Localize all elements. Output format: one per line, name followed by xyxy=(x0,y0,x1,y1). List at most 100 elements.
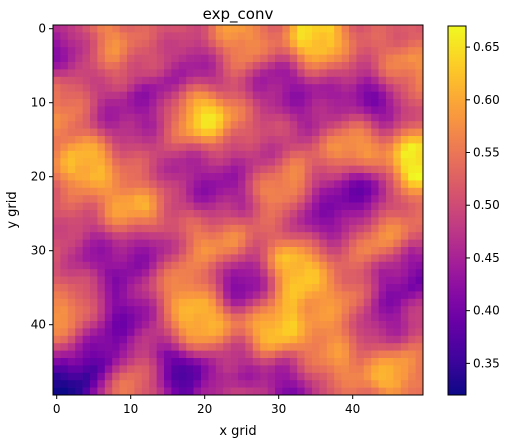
heatmap-cell xyxy=(134,247,143,255)
heatmap-cell xyxy=(260,195,268,203)
heatmap-cell xyxy=(408,76,416,85)
heatmap-cell xyxy=(386,372,394,381)
heatmap-cell xyxy=(245,84,254,92)
heatmap-cell xyxy=(304,358,313,366)
heatmap-cell xyxy=(252,387,261,396)
heatmap-cell xyxy=(208,247,217,255)
heatmap-cell xyxy=(334,358,342,366)
heatmap-cell xyxy=(378,210,387,218)
heatmap-cell xyxy=(386,69,394,78)
heatmap-cell xyxy=(119,210,128,218)
heatmap-cell xyxy=(304,113,313,122)
heatmap-cell xyxy=(297,328,305,337)
heatmap-cell xyxy=(282,173,291,181)
heatmap-cell xyxy=(112,313,120,322)
heatmap-cell xyxy=(119,69,128,78)
heatmap-cell xyxy=(208,358,217,366)
heatmap-cell xyxy=(238,291,246,300)
heatmap-cell xyxy=(267,202,276,211)
heatmap-cell xyxy=(178,291,187,300)
heatmap-cell xyxy=(289,365,298,374)
heatmap-cell xyxy=(349,158,357,166)
heatmap-cell xyxy=(230,150,239,159)
heatmap-cell xyxy=(275,358,283,366)
heatmap-cell xyxy=(260,372,268,381)
heatmap-cell xyxy=(67,121,76,129)
heatmap-cell xyxy=(90,106,98,115)
heatmap-cell xyxy=(156,47,165,55)
heatmap-cell xyxy=(178,106,187,115)
heatmap-cell xyxy=(415,387,424,396)
heatmap-cell xyxy=(341,32,350,41)
heatmap-cell xyxy=(238,247,246,255)
heatmap-cell xyxy=(356,187,365,196)
heatmap-cell xyxy=(267,173,276,181)
heatmap-cell xyxy=(134,387,143,396)
heatmap-cell xyxy=(112,291,120,300)
heatmap-cell xyxy=(134,335,143,344)
heatmap-cell xyxy=(127,173,135,181)
heatmap-cell xyxy=(363,158,372,166)
heatmap-cell xyxy=(386,380,394,388)
heatmap-cell xyxy=(260,313,268,322)
heatmap-cell xyxy=(282,187,291,196)
heatmap-cell xyxy=(97,76,106,85)
heatmap-cell xyxy=(378,247,387,255)
heatmap-cell xyxy=(112,284,120,292)
heatmap-cell xyxy=(171,358,180,366)
heatmap-cell xyxy=(245,284,254,292)
heatmap-cell xyxy=(90,387,98,396)
heatmap-cell xyxy=(156,217,165,226)
heatmap-cell xyxy=(186,39,194,48)
heatmap-cell xyxy=(97,143,106,152)
heatmap-cell xyxy=(90,232,98,240)
heatmap-cell xyxy=(408,62,416,70)
heatmap-cell xyxy=(349,69,357,78)
heatmap-cell xyxy=(119,232,128,240)
heatmap-cell xyxy=(141,261,150,270)
heatmap-cell xyxy=(378,187,387,196)
heatmap-cell xyxy=(349,239,357,248)
heatmap-cell xyxy=(297,69,305,78)
heatmap-cell xyxy=(112,328,120,337)
heatmap-cell xyxy=(363,261,372,270)
heatmap-cell xyxy=(178,158,187,166)
heatmap-cell xyxy=(97,47,106,55)
heatmap-cell xyxy=(134,291,143,300)
heatmap-cell xyxy=(415,313,424,322)
heatmap-cell xyxy=(282,202,291,211)
heatmap-cell xyxy=(141,232,150,240)
heatmap-cell xyxy=(341,247,350,255)
heatmap-cell xyxy=(97,106,106,115)
heatmap-cell xyxy=(186,69,194,78)
heatmap-cell xyxy=(371,187,379,196)
y-axis-label: y grid xyxy=(5,191,20,228)
heatmap-cell xyxy=(245,76,254,85)
heatmap-cell xyxy=(112,380,120,388)
heatmap-cell xyxy=(112,343,120,351)
heatmap-cell xyxy=(238,350,246,359)
heatmap-cell xyxy=(127,202,135,211)
heatmap-cell xyxy=(304,365,313,374)
heatmap-cell xyxy=(208,32,217,41)
heatmap-cell xyxy=(90,84,98,92)
heatmap-cell xyxy=(75,76,83,85)
heatmap-cell xyxy=(127,99,135,107)
heatmap-cell xyxy=(238,335,246,344)
heatmap-cell xyxy=(171,187,180,196)
heatmap-cell xyxy=(363,254,372,263)
heatmap-cell xyxy=(223,380,231,388)
heatmap-cell xyxy=(223,358,231,366)
heatmap-cell xyxy=(215,121,224,129)
heatmap-cell xyxy=(208,210,217,218)
heatmap-cell xyxy=(245,113,254,122)
heatmap-cell xyxy=(334,210,342,218)
heatmap-cell xyxy=(400,232,409,240)
heatmap-cell xyxy=(408,254,416,263)
heatmap-cell xyxy=(112,173,120,181)
heatmap-cell xyxy=(408,54,416,63)
heatmap-cell xyxy=(223,84,231,92)
heatmap-cell xyxy=(415,113,424,122)
heatmap-cell xyxy=(386,276,394,285)
heatmap-cell xyxy=(223,180,231,189)
